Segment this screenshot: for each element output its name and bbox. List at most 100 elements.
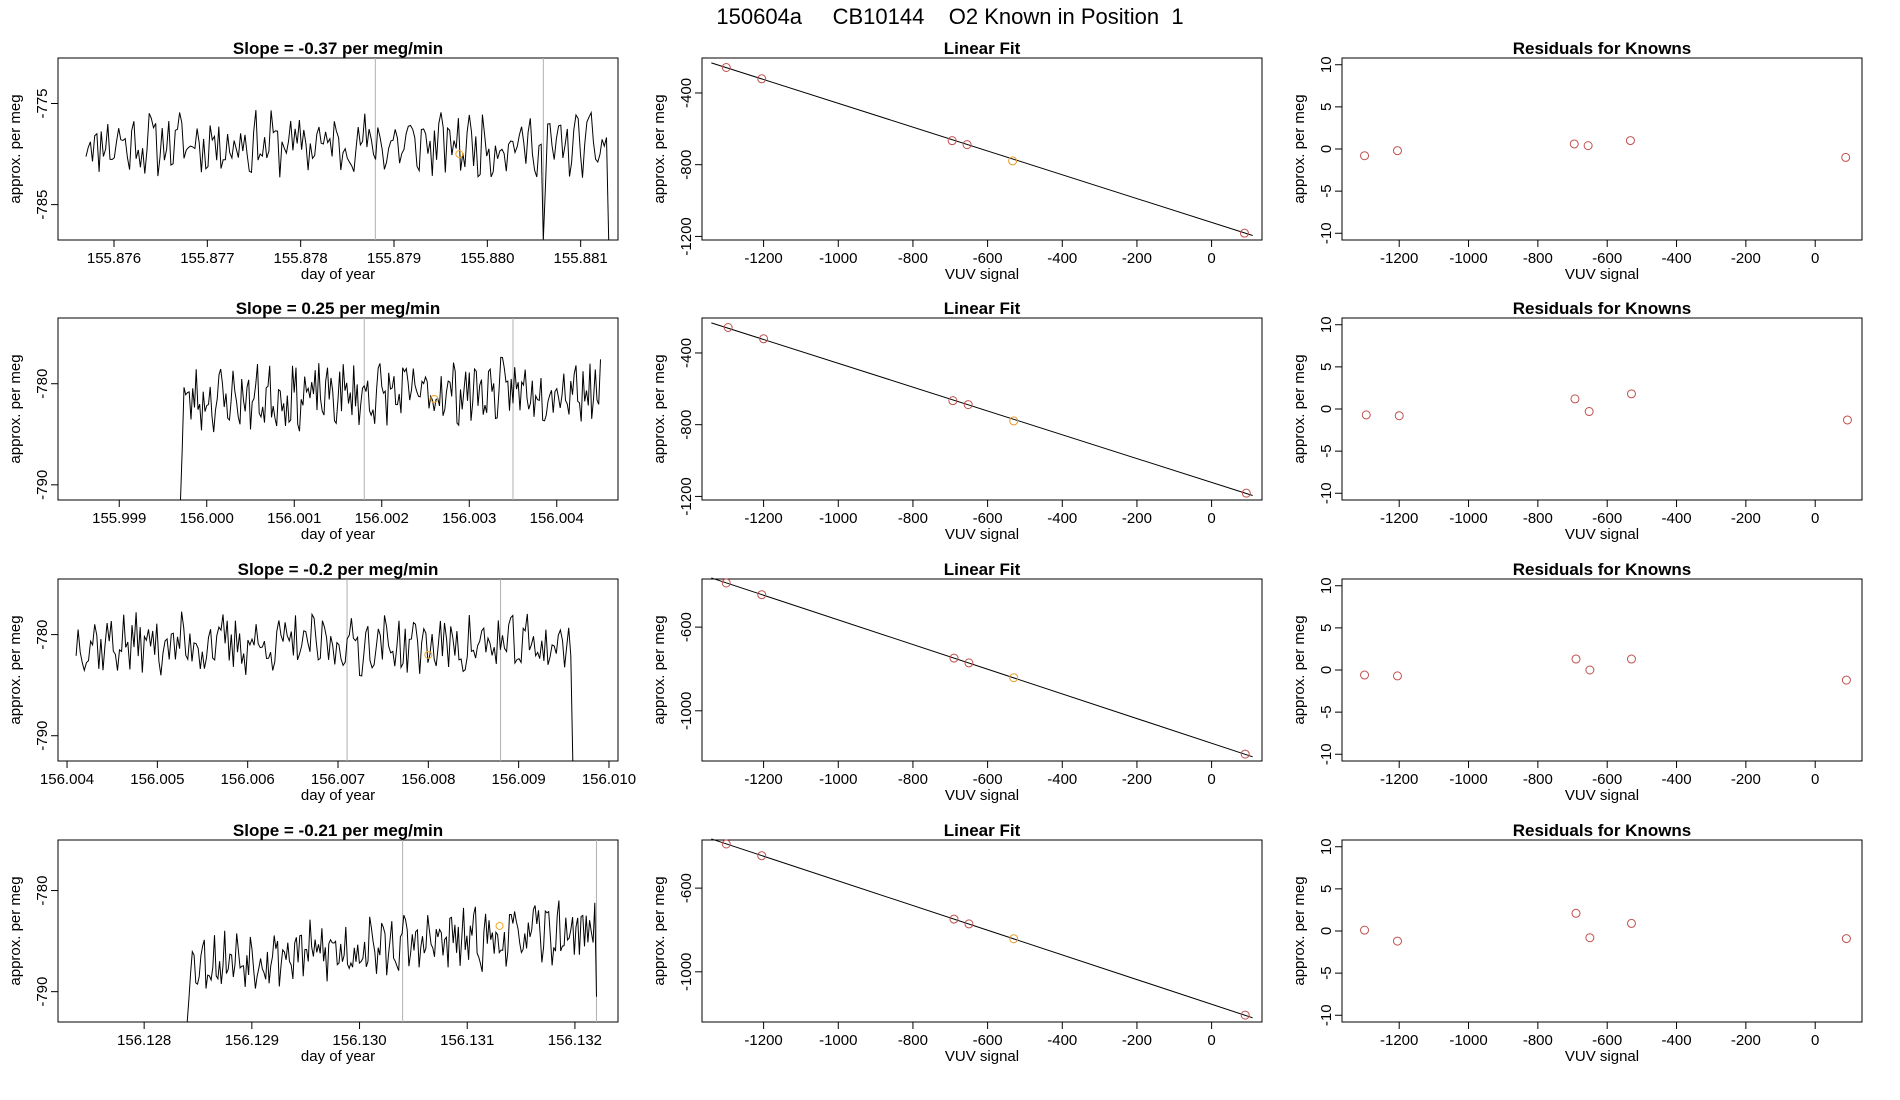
x-tick-label: 156.132 [548, 1032, 602, 1049]
fit-line [711, 62, 1253, 236]
residual-point [1569, 139, 1579, 149]
plot-title: Linear Fit [944, 299, 1021, 318]
series-line [180, 356, 601, 500]
y-axis-label: approx. per meg [1291, 354, 1308, 463]
y-axis-label: approx. per meg [1291, 876, 1308, 985]
x-tick-label: -1000 [819, 771, 857, 788]
timeseries-panel: Slope = -0.37 per meg/min 155.876 155.877 1… [7, 39, 619, 283]
x-tick-label: 156.010 [582, 771, 636, 788]
x-tick-label: -600 [973, 250, 1003, 267]
x-tick-label: -1200 [1380, 510, 1418, 527]
y-tick-label: -5 [1318, 444, 1335, 457]
x-tick-label: -800 [1523, 1032, 1553, 1049]
plot-frame [57, 57, 619, 241]
y-tick-label: -400 [678, 338, 695, 368]
y-tick-label: -400 [678, 78, 695, 108]
x-tick-label: -1200 [1380, 250, 1418, 267]
x-tick-label: -200 [1731, 510, 1761, 527]
x-tick-label: 156.004 [530, 510, 584, 527]
y-tick-label: -780 [34, 369, 51, 399]
x-tick-label: -400 [1047, 250, 1077, 267]
residual-point [1392, 936, 1402, 946]
data-point [1239, 228, 1249, 238]
x-tick-label: 156.129 [225, 1032, 279, 1049]
y-tick-label: -780 [34, 876, 51, 906]
mean-marker [495, 921, 504, 930]
x-tick-label: -600 [973, 510, 1003, 527]
x-axis-label: day of year [301, 266, 375, 283]
data-point [948, 396, 958, 406]
x-tick-label: 156.001 [267, 510, 321, 527]
x-tick-label: -600 [1592, 250, 1622, 267]
y-tick-label: -10 [1318, 222, 1335, 244]
x-tick-label: 156.130 [332, 1032, 386, 1049]
data-point [721, 578, 731, 588]
y-axis-label: approx. per meg [7, 354, 24, 463]
x-tick-label: -600 [1592, 771, 1622, 788]
data-point [723, 323, 733, 333]
residual-point [1571, 654, 1581, 664]
y-axis-label: approx. per meg [651, 876, 668, 985]
timeseries-panel: Slope = -0.21 per meg/min 156.128 156.129 1… [7, 821, 619, 1065]
x-tick-label: -1000 [1449, 771, 1487, 788]
y-tick-label: -10 [1318, 1004, 1335, 1026]
series-line [186, 900, 597, 1022]
x-tick-label: -600 [973, 1032, 1003, 1049]
linear-fit-panel: Linear Fit -1200 -1000 -800 -600 -400 -200 0 VUV… [651, 299, 1263, 543]
residual-point [1585, 933, 1595, 943]
timeseries-panel: Slope = -0.2 per meg/min 156.004 156.005 15… [7, 560, 636, 804]
y-tick-label: 5 [1318, 624, 1335, 632]
x-tick-label: -400 [1662, 250, 1692, 267]
plot-frame [701, 839, 1263, 1023]
y-tick-label: -5 [1318, 966, 1335, 979]
x-axis-label: VUV signal [1565, 266, 1639, 283]
x-tick-label: -800 [898, 510, 928, 527]
mean-marker [424, 650, 433, 659]
plot-title: Linear Fit [944, 39, 1021, 58]
plot-title: Residuals for Knowns [1513, 821, 1692, 840]
x-tick-label: 0 [1207, 250, 1215, 267]
x-tick-label: -200 [1122, 250, 1152, 267]
x-tick-label: 156.008 [401, 771, 455, 788]
y-tick-label: 5 [1318, 103, 1335, 111]
data-point [964, 919, 974, 929]
data-point [1009, 934, 1019, 944]
plot-frame [57, 839, 619, 1023]
y-tick-label: 0 [1318, 145, 1335, 153]
y-tick-label: 0 [1318, 405, 1335, 413]
x-tick-label: -400 [1047, 1032, 1077, 1049]
plot-title: Residuals for Knowns [1513, 560, 1692, 579]
x-tick-label: -800 [898, 250, 928, 267]
page-title: 150604a CB10144 O2 Known in Position 1 [716, 4, 1184, 29]
data-point [949, 914, 959, 924]
x-tick-label: 156.002 [355, 510, 409, 527]
residuals-panel: Residuals for Knowns-1200 -1000 -800 -600 -4… [1291, 821, 1863, 1065]
y-tick-label: 10 [1318, 577, 1335, 594]
residual-point [1360, 151, 1370, 161]
residuals-panel: Residuals for Knowns-1200 -1000 -800 -600 -4… [1291, 299, 1863, 543]
x-tick-label: 0 [1811, 250, 1819, 267]
x-axis-label: VUV signal [945, 526, 1019, 543]
y-tick-label: -600 [678, 873, 695, 903]
x-tick-label: -1200 [1380, 1032, 1418, 1049]
x-tick-label: 155.879 [367, 250, 421, 267]
plot-frame [1341, 839, 1863, 1023]
x-tick-label: -600 [1592, 1032, 1622, 1049]
data-point [1241, 488, 1251, 498]
plot-frame [1341, 578, 1863, 762]
data-point [949, 653, 959, 663]
plot-title: Slope = -0.2 per meg/min [238, 560, 439, 579]
y-tick-label: -785 [34, 190, 51, 220]
x-tick-label: 0 [1207, 510, 1215, 527]
x-tick-label: 156.131 [440, 1032, 494, 1049]
data-point [757, 590, 767, 600]
plot-frame [1341, 57, 1863, 241]
x-tick-label: -600 [1592, 510, 1622, 527]
y-tick-label: 0 [1318, 666, 1335, 674]
x-axis-label: VUV signal [1565, 1048, 1639, 1065]
x-tick-label: -800 [1523, 771, 1553, 788]
residual-point [1626, 654, 1636, 664]
residual-point [1571, 908, 1581, 918]
x-tick-label: -1000 [819, 1032, 857, 1049]
data-point [963, 400, 973, 410]
